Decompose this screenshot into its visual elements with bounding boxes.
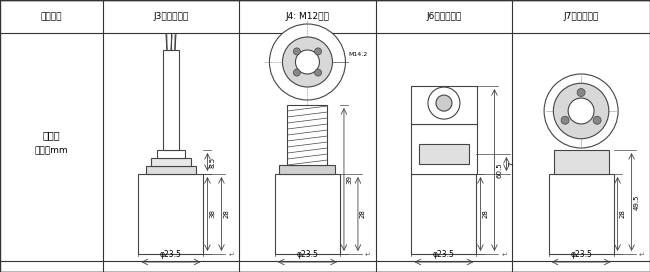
Text: 28: 28 — [619, 209, 625, 218]
Text: φ23.5: φ23.5 — [570, 250, 592, 259]
Text: 8.5: 8.5 — [209, 156, 215, 168]
Bar — [280, 165, 335, 174]
Bar — [157, 150, 185, 158]
Text: M14.2: M14.2 — [348, 51, 368, 57]
Text: 单位：mm: 单位：mm — [34, 147, 68, 156]
Circle shape — [296, 50, 319, 74]
Text: φ23.5: φ23.5 — [296, 250, 318, 259]
Circle shape — [577, 88, 585, 97]
Text: 7: 7 — [508, 162, 514, 166]
Bar — [138, 174, 203, 254]
Text: J4: M12航插: J4: M12航插 — [285, 12, 330, 21]
Text: ↵: ↵ — [639, 252, 645, 258]
Text: 60.5: 60.5 — [497, 162, 502, 178]
Text: 接头代码: 接头代码 — [40, 12, 62, 21]
Circle shape — [553, 83, 609, 139]
Bar — [411, 124, 477, 174]
Bar — [411, 86, 477, 124]
Circle shape — [544, 74, 618, 148]
Bar — [411, 174, 476, 254]
Circle shape — [315, 69, 322, 76]
Text: φ23.5: φ23.5 — [160, 250, 182, 259]
Circle shape — [593, 116, 601, 124]
Text: J6：小赫斯曼: J6：小赫斯曼 — [426, 12, 462, 21]
Circle shape — [293, 69, 300, 76]
Bar — [275, 174, 340, 254]
Text: φ23.5: φ23.5 — [433, 250, 455, 259]
Circle shape — [315, 48, 322, 55]
Text: J3：直接引线: J3：直接引线 — [153, 12, 188, 21]
Text: 39: 39 — [346, 175, 352, 184]
Text: ↵: ↵ — [501, 252, 507, 258]
Bar — [163, 50, 179, 150]
Text: J7：派克接头: J7：派克接头 — [564, 12, 599, 21]
Circle shape — [436, 95, 452, 111]
Bar — [146, 166, 196, 174]
Text: 38: 38 — [209, 209, 215, 218]
Text: 28: 28 — [224, 209, 229, 218]
Circle shape — [283, 37, 332, 87]
Text: 28: 28 — [360, 209, 366, 218]
Bar — [151, 158, 191, 166]
Bar — [419, 144, 469, 164]
Text: 28: 28 — [482, 209, 488, 218]
Circle shape — [568, 98, 594, 124]
Text: 尺寸图: 尺寸图 — [42, 130, 60, 140]
Bar — [549, 174, 614, 254]
Text: ↵: ↵ — [228, 252, 234, 258]
Text: 49.5: 49.5 — [634, 194, 640, 210]
Text: ↵: ↵ — [365, 252, 370, 258]
Bar — [287, 105, 328, 165]
Circle shape — [270, 24, 345, 100]
Circle shape — [293, 48, 300, 55]
Bar — [554, 150, 608, 174]
Circle shape — [428, 87, 460, 119]
Circle shape — [561, 116, 569, 124]
